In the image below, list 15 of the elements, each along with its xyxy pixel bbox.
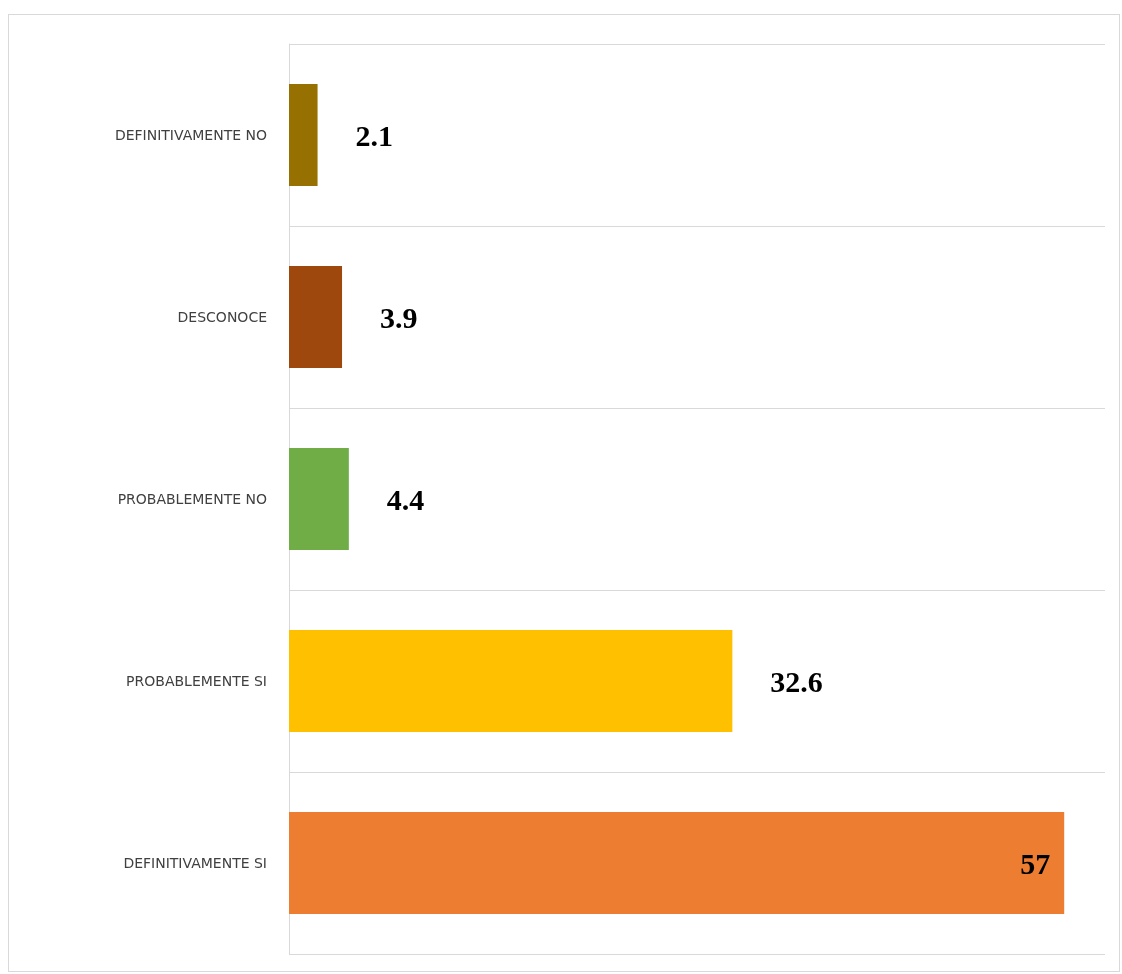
data-label: 2.1 (355, 118, 394, 152)
bar (289, 266, 343, 368)
y-tick-label: PROBABLEMENTE NO (117, 491, 267, 507)
bar (289, 630, 733, 732)
data-label: 57 (1020, 846, 1051, 880)
data-label: 3.9 (380, 300, 418, 334)
data-label: 32.6 (770, 664, 823, 698)
data-label: 4.4 (386, 482, 425, 516)
y-tick-label: DESCONOCE (177, 309, 267, 325)
bar (289, 84, 318, 186)
bar (289, 448, 349, 550)
y-tick-label: DEFINITIVAMENTE SI (123, 855, 267, 871)
y-tick-label: PROBABLEMENTE SI (126, 673, 267, 689)
bar (289, 812, 1065, 914)
y-tick-label: DEFINITIVAMENTE NO (114, 127, 267, 143)
